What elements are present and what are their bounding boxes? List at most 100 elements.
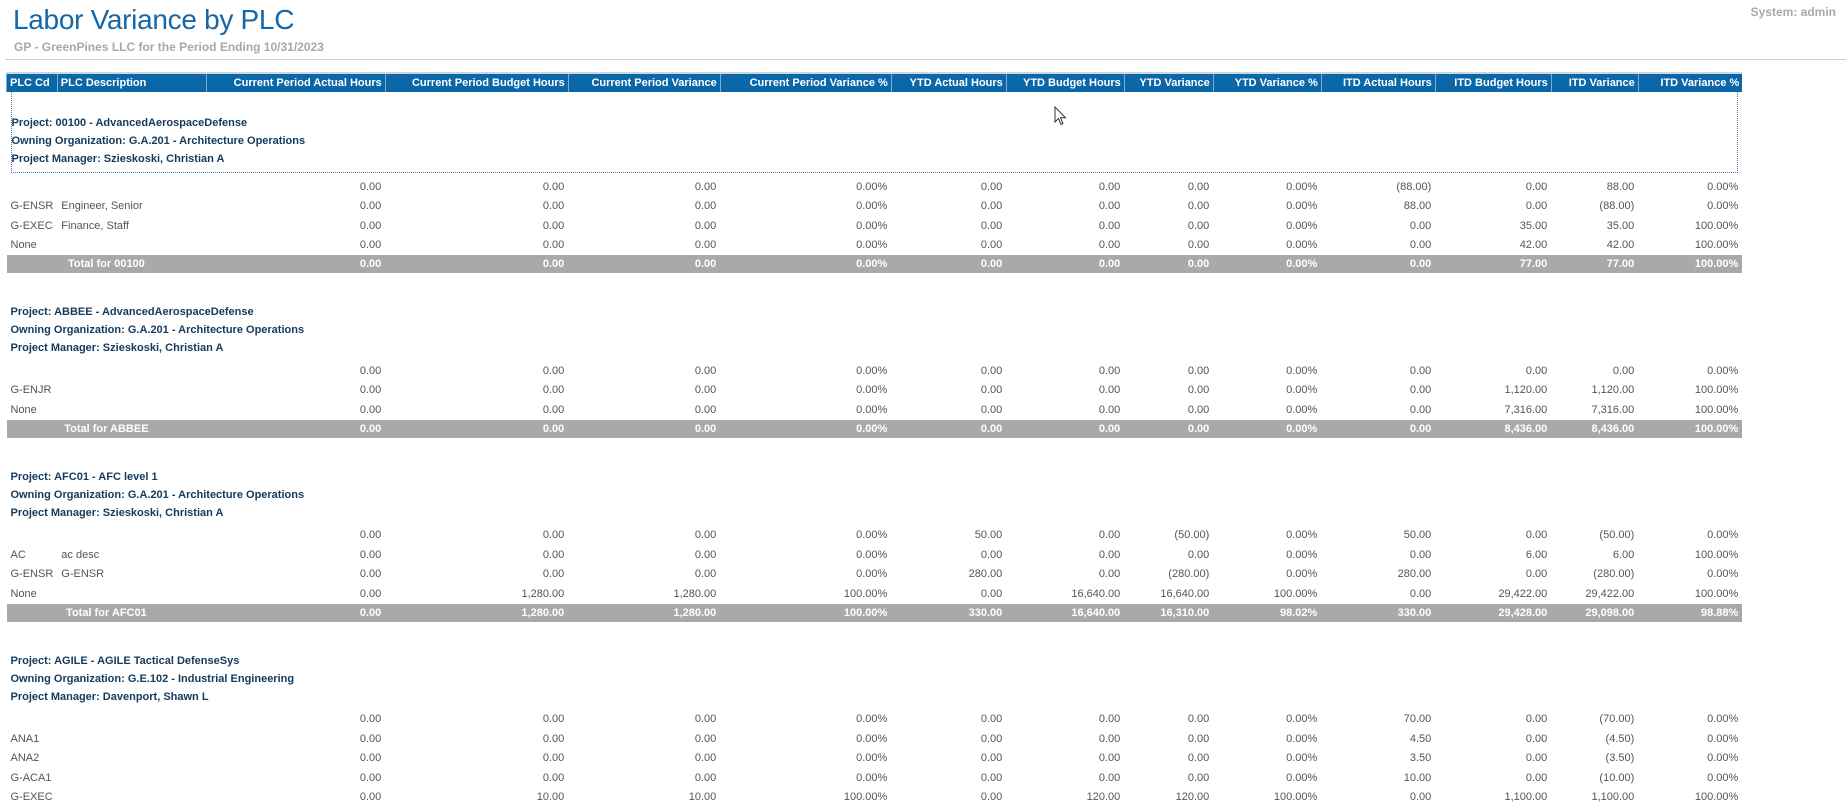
- table-cell: 0.00: [206, 768, 385, 788]
- table-cell: 0.00: [1006, 216, 1124, 236]
- column-header[interactable]: ITD Budget Hours: [1435, 73, 1551, 92]
- report-title: Labor Variance by PLC: [13, 4, 294, 36]
- table-cell: 0.00: [1006, 729, 1124, 749]
- column-header[interactable]: Current Period Variance %: [720, 73, 891, 92]
- table-cell: 7,316.00: [1435, 400, 1551, 420]
- table-cell: 100.00%: [1213, 584, 1321, 604]
- table-cell: 0.00%: [1213, 710, 1321, 730]
- table-cell: None: [7, 236, 58, 256]
- project-group-header[interactable]: Project: ABBEE - AdvancedAerospaceDefens…: [7, 281, 1743, 361]
- table-cell: 0.00: [385, 236, 568, 256]
- table-cell: 0.00%: [1213, 565, 1321, 585]
- table-cell: 0.00: [1006, 749, 1124, 769]
- table-cell: [57, 710, 206, 730]
- table-cell: 0.00: [1124, 216, 1213, 236]
- table-cell: 100.00%: [1638, 545, 1742, 565]
- table-cell: Engineer, Senior: [57, 197, 206, 217]
- table-cell: 0.00%: [720, 236, 891, 256]
- total-cell: 98.88%: [1638, 604, 1742, 622]
- project-project-label: Project: AFC01 - AFC level 1: [11, 468, 1739, 486]
- column-header[interactable]: Current Period Actual Hours: [206, 73, 385, 92]
- table-cell: [57, 400, 206, 420]
- column-header[interactable]: YTD Actual Hours: [891, 73, 1006, 92]
- table-cell: 0.00: [891, 177, 1006, 197]
- total-cell: 16,310.00: [1124, 604, 1213, 622]
- column-header[interactable]: PLC Description: [57, 73, 206, 92]
- project-group-header[interactable]: Project: AGILE - AGILE Tactical DefenseS…: [7, 630, 1743, 710]
- total-label: Total for AFC01: [7, 604, 207, 622]
- table-cell: 1,100.00: [1551, 788, 1638, 807]
- total-cell: 8,436.00: [1551, 420, 1638, 438]
- table-cell: 0.00: [1124, 197, 1213, 217]
- project-org-label: Owning Organization: G.A.201 - Architect…: [12, 132, 1738, 150]
- table-cell: ANA1: [7, 729, 58, 749]
- table-cell: (10.00): [1551, 768, 1638, 788]
- column-header[interactable]: PLC Cd: [7, 73, 58, 92]
- table-cell: 0.00: [568, 236, 720, 256]
- total-cell: 29,428.00: [1435, 604, 1551, 622]
- project-manager-label: Project Manager: Szieskoski, Christian A: [11, 339, 1739, 357]
- table-cell: 7,316.00: [1551, 400, 1638, 420]
- total-cell: 98.02%: [1213, 604, 1321, 622]
- table-cell: 0.00: [568, 361, 720, 381]
- column-header[interactable]: Current Period Variance: [568, 73, 720, 92]
- table-cell: 0.00%: [720, 400, 891, 420]
- table-cell: 100.00%: [1638, 236, 1742, 256]
- table-cell: 0.00: [206, 400, 385, 420]
- table-cell: 0.00%: [1213, 361, 1321, 381]
- divider: [5, 59, 1846, 60]
- table-cell: 0.00%: [1638, 710, 1742, 730]
- table-cell: [57, 788, 206, 807]
- column-header[interactable]: ITD Variance: [1551, 73, 1638, 92]
- table-cell: 0.00: [568, 216, 720, 236]
- project-info-box: Project: ABBEE - AdvancedAerospaceDefens…: [11, 281, 1739, 361]
- total-cell: 330.00: [1321, 604, 1435, 622]
- column-header[interactable]: Current Period Budget Hours: [385, 73, 568, 92]
- table-cell: 0.00: [1435, 749, 1551, 769]
- table-cell: G-EXEC: [7, 216, 58, 236]
- project-project-label: Project: ABBEE - AdvancedAerospaceDefens…: [11, 303, 1739, 321]
- table-cell: 0.00: [206, 197, 385, 217]
- table-cell: 0.00: [1435, 729, 1551, 749]
- table-cell: 0.00: [385, 216, 568, 236]
- column-header[interactable]: YTD Budget Hours: [1006, 73, 1124, 92]
- column-header[interactable]: ITD Variance %: [1638, 73, 1742, 92]
- project-info-box: Project: AGILE - AGILE Tactical DefenseS…: [11, 630, 1739, 710]
- column-header[interactable]: ITD Actual Hours: [1321, 73, 1435, 92]
- table-cell: 16,640.00: [1124, 584, 1213, 604]
- table-cell: G-ACA1: [7, 768, 58, 788]
- table-cell: 0.00%: [1213, 729, 1321, 749]
- spacer: [7, 622, 1743, 630]
- table-cell: (50.00): [1124, 526, 1213, 546]
- total-cell: 0.00: [568, 255, 720, 273]
- table-cell: 0.00: [385, 400, 568, 420]
- column-header[interactable]: YTD Variance: [1124, 73, 1213, 92]
- total-cell: 0.00%: [1213, 255, 1321, 273]
- table-cell: 0.00: [1435, 565, 1551, 585]
- table-cell: 0.00: [1321, 545, 1435, 565]
- project-project-label: Project: AGILE - AGILE Tactical DefenseS…: [11, 652, 1739, 670]
- table-cell: 0.00: [891, 216, 1006, 236]
- project-group-header[interactable]: Project: 00100 - AdvancedAerospaceDefens…: [7, 92, 1743, 173]
- table-cell: 0.00: [206, 381, 385, 401]
- table-cell: 0.00: [1124, 710, 1213, 730]
- column-header[interactable]: YTD Variance %: [1213, 73, 1321, 92]
